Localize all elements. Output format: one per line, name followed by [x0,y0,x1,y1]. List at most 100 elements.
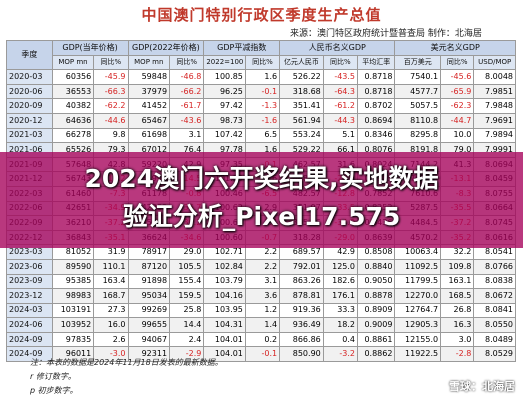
value-cell: 8.0550 [473,317,516,333]
value-cell: 87120 [127,258,171,275]
quarter-cell: 2024-03 [6,302,53,319]
value-cell: -66.3 [93,83,129,100]
value-cell: 159.5 [169,288,205,304]
value-cell: -3.2 [322,346,359,363]
value-cell: 104.01 [203,331,246,348]
value-cell: 176.1 [322,288,359,304]
value-cell: 7.9894 [473,127,516,144]
value-cell: 0.8840 [357,258,396,275]
value-cell: -45.6 [440,69,475,85]
value-cell: 103.79 [203,273,246,290]
header-rmb-gdp: 人民币名义GDP [279,40,396,56]
value-cell: 91898 [127,273,171,290]
value-cell: 66278 [51,127,95,144]
value-cell: 866.86 [279,331,324,348]
value-cell: 59848 [127,69,171,85]
value-cell: 97.42 [203,98,246,114]
value-cell: 103952 [51,317,95,333]
value-cell: 27.3 [93,302,129,319]
value-cell: -0.1 [244,346,281,363]
footnote-preliminary: p 初步数字。 [30,386,78,395]
value-cell: 103191 [51,302,95,319]
value-cell: 105.5 [169,258,205,275]
watermark: 雪球：北海居 [431,378,515,394]
value-cell: 65467 [127,112,171,129]
value-cell: 16.3 [440,317,475,333]
subheader-cell: 同比% [322,54,359,71]
header-quarter: 季度 [6,39,53,71]
value-cell: 25.8 [169,302,205,319]
quarter-cell: 2024-09 [6,331,53,348]
value-cell: 98.73 [203,112,246,129]
value-cell: 0.8861 [357,331,396,348]
value-cell: 104.16 [203,288,246,304]
subheader-cell: MOP mn [127,54,171,71]
value-cell: 1.4 [244,317,281,333]
subheader-cell: 平均汇率 [357,54,396,71]
value-cell: 863.26 [279,273,324,290]
value-cell: -1.3 [244,98,281,114]
value-cell: 318.68 [279,83,324,100]
value-cell: 6.5 [244,127,281,144]
value-cell: 919.36 [279,302,324,319]
value-cell: -46.8 [169,69,205,85]
value-cell: 0.8878 [357,288,396,304]
value-cell: 3.6 [244,288,281,304]
value-cell: 103.95 [203,302,246,319]
value-cell: 95034 [127,288,171,304]
value-cell: 7.9851 [473,83,516,100]
value-cell: 11799.5 [394,273,442,290]
value-cell: 0.8718 [357,69,396,85]
value-cell: 5.1 [322,127,359,144]
watermark-text: 雪球：北海居 [449,380,515,393]
table-row: 2024-06 103952 16.0 99655 14.4 104.31 1.4 936.4… [6,317,516,333]
table-title: 中国澳门特别行政区季度生产总值 [141,6,382,24]
value-cell: 155.4 [169,273,205,290]
value-cell: 61698 [127,127,171,144]
value-cell: -44.6 [93,112,129,129]
value-cell: 7.9691 [473,112,516,129]
value-cell: 0.2 [244,331,281,348]
value-cell: 351.41 [279,98,324,114]
value-cell: 5057.5 [394,98,442,114]
subheader-cell: 同比% [440,54,475,71]
value-cell: 168.7 [93,288,129,304]
value-cell: 102.84 [203,258,246,275]
quarter-cell: 2023-12 [6,288,53,304]
footnote-revised: r 修订数字。 [30,372,76,381]
header-gdp-2022: GDP(2022年价格) [127,40,205,56]
value-cell: 96.25 [203,83,246,100]
table-row: 2021-03 66278 9.8 61698 3.1 107.42 6.5 553.24 5.… [6,127,516,144]
value-cell: 41452 [127,98,171,114]
value-cell: 8.0048 [473,69,516,85]
value-cell: 1.6 [244,69,281,85]
value-cell: -43.5 [322,69,359,85]
headline-line-2: 验证分析_Pixel17.575 [122,202,401,231]
value-cell: -61.2 [322,98,359,114]
value-cell: 9.8 [93,127,129,144]
value-cell: 8.0489 [473,331,516,348]
subheader-cell: 百万美元 [394,54,442,71]
value-cell: 40382 [51,98,95,114]
value-cell: 10.0 [440,127,475,144]
value-cell: 64636 [51,112,95,129]
value-cell: 8.0766 [473,258,516,275]
value-cell: 12905.3 [394,317,442,333]
value-cell: 109.8 [440,258,475,275]
value-cell: 2.2 [244,258,281,275]
value-cell: 168.5 [440,288,475,304]
subheader-cell: 同比% [169,54,205,71]
value-cell: 11922.5 [394,346,442,363]
table-row: 2023-03 81052 31.9 78917 29.0 102.71 2.2 689.57… [6,244,516,260]
table-row: 2023-09 95385 163.4 91898 155.4 103.79 3.1 863.… [6,273,516,290]
value-cell: 7540.1 [394,69,442,85]
value-cell: 8.0672 [473,288,516,304]
table-row: 2023-12 98983 168.7 95034 159.5 104.16 3.6 878.… [6,288,516,304]
value-cell: 33.3 [322,302,359,319]
quarter-cell: 2023-06 [6,258,53,275]
source-line: 来源：澳门特区政府统计暨普查局 制作：北海居 [290,29,482,39]
value-cell: 18.2 [322,317,359,333]
value-cell: 99269 [127,302,171,319]
table-row: 2024-09 96011 -3.0 92311 -2.9 104.01 -0.1 850.9… [6,346,516,363]
headline-banner [0,152,523,248]
